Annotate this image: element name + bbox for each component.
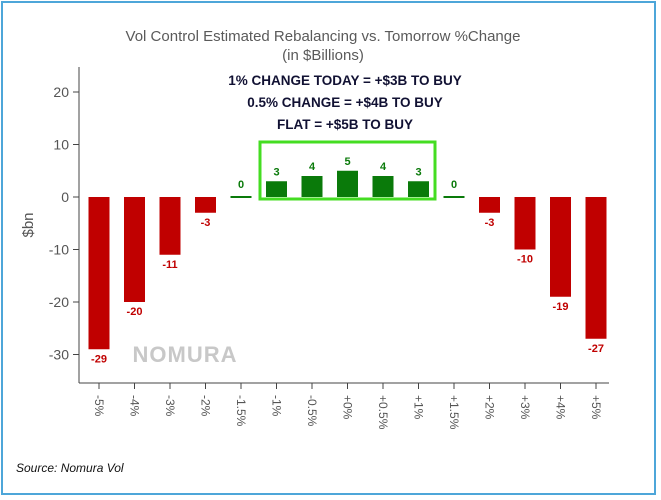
y-tick-label: 20 — [53, 84, 69, 100]
data-label: 3 — [273, 166, 279, 178]
y-tick-label: 0 — [61, 189, 69, 205]
x-tick-label: +0% — [341, 395, 355, 420]
data-label: 5 — [344, 156, 350, 168]
bar — [514, 197, 536, 250]
y-tick-label: -10 — [49, 242, 69, 258]
bar — [195, 197, 216, 213]
highlight-box — [258, 140, 437, 201]
data-label: -27 — [588, 343, 604, 355]
bar — [88, 197, 110, 350]
annotation-line-3: FLAT = +$5B TO BUY — [277, 117, 413, 132]
data-label: 3 — [415, 166, 421, 178]
y-tick-label: -20 — [49, 294, 69, 310]
x-tick-label: -3% — [163, 395, 177, 417]
bar — [301, 176, 323, 197]
bar — [230, 196, 252, 198]
bar — [408, 181, 429, 197]
bar — [479, 197, 500, 213]
bar — [266, 181, 287, 197]
chart: Vol Control Estimated Rebalancing vs. To… — [20, 28, 609, 430]
annotation-line-2: 0.5% CHANGE = +$4B TO BUY — [247, 95, 443, 110]
x-tick-label: -2% — [199, 395, 213, 417]
chart-title: Vol Control Estimated Rebalancing vs. To… — [126, 28, 521, 45]
y-tick-label: 10 — [53, 137, 69, 153]
data-label: -3 — [201, 217, 211, 229]
chart-subtitle: (in $Billions) — [282, 47, 364, 64]
data-label: 4 — [380, 161, 387, 173]
bar — [550, 197, 571, 297]
y-axis-label: $bn — [20, 212, 37, 237]
x-tick-label: -1.5% — [234, 395, 248, 427]
annotation-line-1: 1% CHANGE TODAY = +$3B TO BUY — [228, 73, 462, 88]
x-tick-label: +5% — [589, 395, 603, 420]
chart-frame: Vol Control Estimated Rebalancing vs. To… — [1, 1, 656, 495]
data-label: -10 — [517, 254, 533, 266]
x-tick-label: -1% — [270, 395, 284, 417]
x-tick-label: +1% — [412, 395, 426, 420]
x-tick-label: +1.5% — [447, 395, 461, 430]
x-tick-label: +0.5% — [376, 395, 390, 430]
bar — [159, 197, 181, 255]
bar — [124, 197, 145, 302]
x-tick-label: +4% — [554, 395, 568, 420]
x-tick-label: +2% — [483, 395, 497, 420]
x-tick-label: -0.5% — [305, 395, 319, 427]
data-label: -19 — [553, 301, 569, 313]
data-label: 4 — [309, 161, 316, 173]
data-label: -3 — [485, 217, 495, 229]
x-tick-label: -5% — [92, 395, 106, 417]
bar — [372, 176, 394, 197]
x-tick-label: -4% — [128, 395, 142, 417]
bar — [585, 197, 607, 339]
x-tick-label: +3% — [518, 395, 532, 420]
source-note: Source: Nomura Vol — [16, 461, 124, 475]
data-label: 0 — [451, 179, 457, 191]
bar — [443, 196, 465, 198]
nomura-watermark: NOMURA — [133, 342, 238, 367]
data-label: -11 — [162, 259, 177, 271]
data-label: 0 — [238, 179, 244, 191]
y-tick-label: -30 — [49, 347, 69, 363]
data-label: -20 — [127, 306, 143, 318]
data-label: -29 — [91, 353, 107, 365]
bar — [337, 170, 358, 197]
